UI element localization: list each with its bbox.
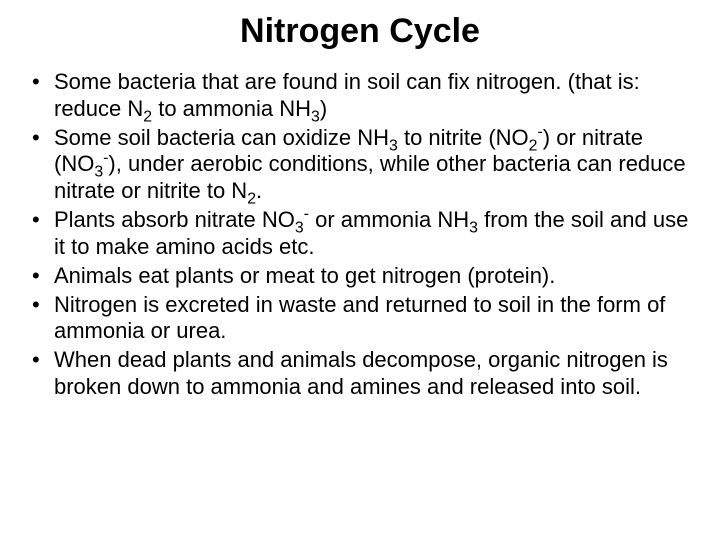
bullet-item: Animals eat plants or meat to get nitrog…	[28, 263, 692, 290]
bullet-item: When dead plants and animals decompose, …	[28, 347, 692, 401]
text-segment: to nitrite (NO	[398, 125, 529, 150]
page-title: Nitrogen Cycle	[28, 12, 692, 51]
text-segment: Plants absorb nitrate NO	[54, 207, 295, 232]
text-segment: or ammonia NH	[309, 207, 469, 232]
bullet-item: Some bacteria that are found in soil can…	[28, 69, 692, 123]
text-segment: 3	[469, 220, 478, 237]
text-segment: 3	[311, 108, 320, 125]
text-segment: Some bacteria that are found in soil can…	[54, 69, 640, 121]
bullet-item: Plants absorb nitrate NO3- or ammonia NH…	[28, 207, 692, 261]
text-segment: .	[256, 178, 262, 203]
text-segment: )	[320, 96, 327, 121]
text-segment: Nitrogen is excreted in waste and return…	[54, 292, 665, 344]
text-segment: When dead plants and animals decompose, …	[54, 347, 668, 399]
text-segment: Some soil bacteria can oxidize NH	[54, 125, 389, 150]
text-segment: ), under aerobic conditions, while other…	[54, 151, 686, 203]
bullet-item: Nitrogen is excreted in waste and return…	[28, 292, 692, 346]
bullet-list: Some bacteria that are found in soil can…	[28, 69, 692, 401]
bullet-item: Some soil bacteria can oxidize NH3 to ni…	[28, 125, 692, 205]
text-segment: to ammonia NH	[152, 96, 311, 121]
text-segment: Animals eat plants or meat to get nitrog…	[54, 263, 555, 288]
text-segment: 2	[143, 108, 152, 125]
text-segment: 2	[247, 191, 256, 208]
